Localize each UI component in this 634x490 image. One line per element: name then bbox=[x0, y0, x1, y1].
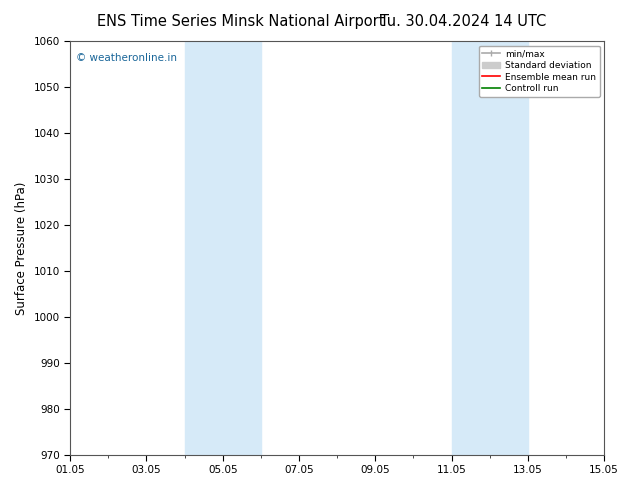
Text: Tu. 30.04.2024 14 UTC: Tu. 30.04.2024 14 UTC bbox=[380, 14, 546, 29]
Text: ENS Time Series Minsk National Airport: ENS Time Series Minsk National Airport bbox=[97, 14, 385, 29]
Bar bbox=[451, 41, 528, 455]
Bar bbox=[184, 41, 261, 455]
Y-axis label: Surface Pressure (hPa): Surface Pressure (hPa) bbox=[15, 181, 28, 315]
Text: © weatheronline.in: © weatheronline.in bbox=[75, 53, 176, 64]
Legend: min/max, Standard deviation, Ensemble mean run, Controll run: min/max, Standard deviation, Ensemble me… bbox=[479, 46, 600, 97]
